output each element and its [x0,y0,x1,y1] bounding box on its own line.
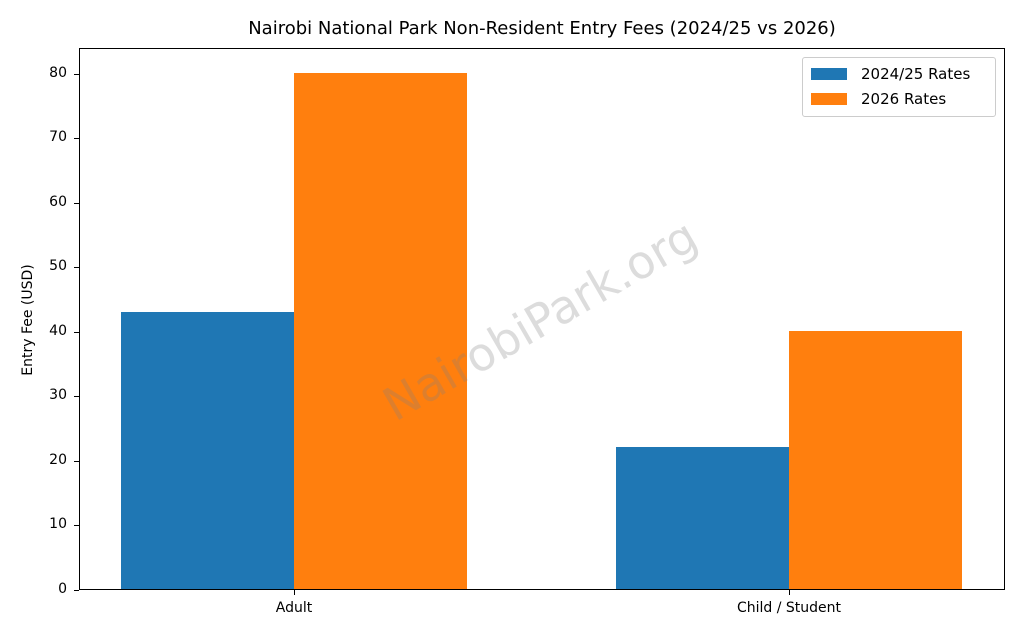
y-tick-label: 40 [49,322,67,339]
y-tick-mark [74,525,79,527]
x-tick-mark [789,590,790,595]
y-tick-label: 30 [49,387,67,404]
legend-item-2026: 2026 Rates [811,89,946,109]
y-tick-mark [74,590,79,591]
x-tick-label: Child / Student [736,600,842,616]
bar-adult-2024-25-rates [121,311,294,589]
y-tick-mark [74,73,79,75]
y-tick-mark [74,331,79,333]
legend-label: 2026 Rates [861,90,947,108]
x-tick-mark [294,590,295,595]
y-tick-label: 70 [49,129,67,146]
y-tick-label: 50 [49,258,67,275]
y-tick-label: 60 [49,193,67,210]
plot-area [79,48,1005,590]
y-tick-mark [74,460,79,462]
y-tick-mark [74,267,79,269]
y-tick-mark [74,202,79,204]
legend-swatch-2024-25 [811,68,847,80]
legend-item-2024-25: 2024/25 Rates [811,64,970,84]
x-tick-label: Adult [275,600,313,616]
bar-child-student-2026-rates [789,330,962,589]
y-tick-label: 80 [49,64,67,81]
bar-adult-2026-rates [294,72,467,589]
legend: 2024/25 Rates 2026 Rates [802,57,996,117]
y-axis-label: Entry Fee (USD) [20,264,36,376]
y-tick-label: 10 [49,516,67,533]
y-tick-label: 0 [58,581,67,597]
legend-swatch-2026 [811,93,847,105]
bar-child-student-2024-25-rates [616,447,789,589]
y-tick-mark [74,396,79,398]
chart-title: Nairobi National Park Non-Resident Entry… [248,18,836,39]
legend-label: 2024/25 Rates [861,65,971,83]
y-tick-label: 20 [49,451,67,468]
y-tick-mark [74,138,79,140]
